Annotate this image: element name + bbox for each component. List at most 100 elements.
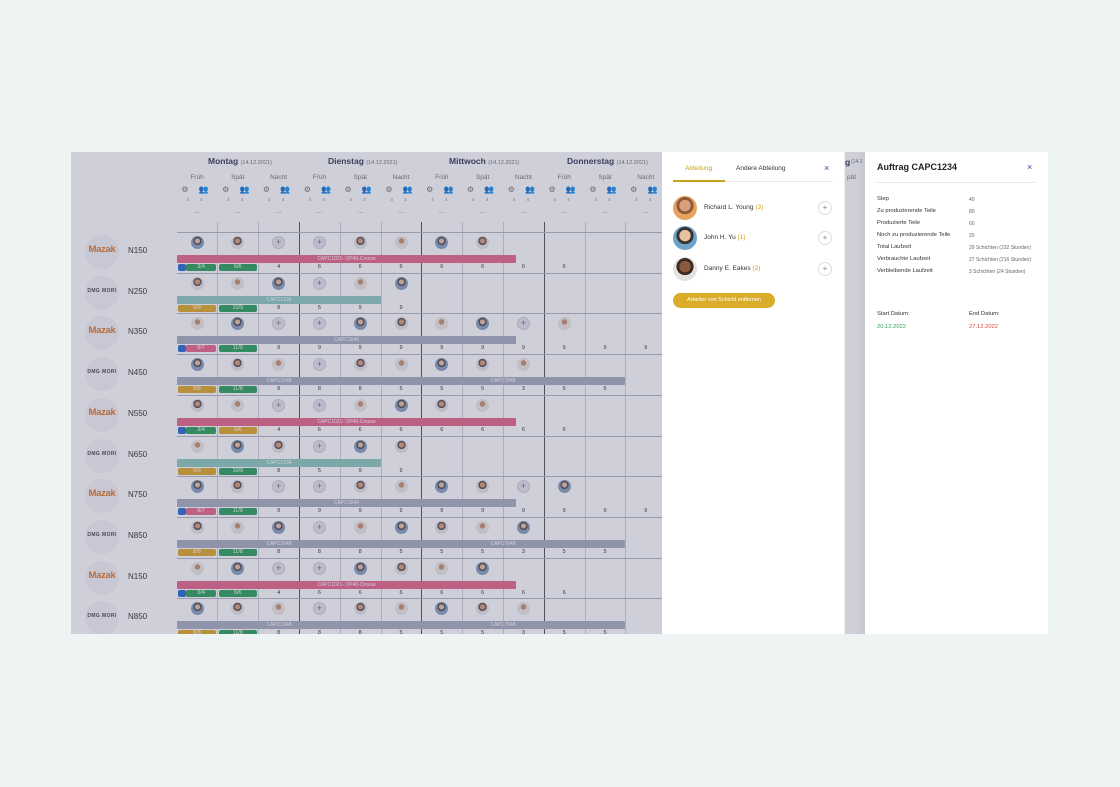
worker-avatar[interactable]: [557, 317, 571, 331]
shift-settings-icon[interactable]: ⚙ 👥: [507, 185, 540, 194]
worker-item[interactable]: Richard L. Young (3) +: [673, 196, 833, 220]
worker-avatar[interactable]: [190, 398, 204, 412]
more-icon[interactable]: ...: [316, 208, 323, 215]
shift-settings-icon[interactable]: ⚙ 👥: [344, 185, 376, 194]
add-worker-button[interactable]: +: [818, 231, 832, 245]
more-icon[interactable]: ...: [357, 208, 364, 215]
worker-avatar[interactable]: [231, 602, 245, 616]
worker-avatar[interactable]: [394, 520, 408, 534]
add-worker-icon[interactable]: +: [312, 398, 326, 412]
more-icon[interactable]: ...: [438, 208, 445, 215]
add-worker-icon[interactable]: +: [272, 317, 286, 331]
order-bar[interactable]: CAPC7848: [381, 621, 625, 630]
worker-avatar[interactable]: [190, 602, 204, 616]
worker-avatar[interactable]: [353, 398, 367, 412]
add-worker-icon[interactable]: +: [312, 480, 326, 494]
worker-avatar[interactable]: [190, 520, 204, 534]
tab-abteilung[interactable]: Abteilung: [685, 165, 713, 172]
worker-avatar[interactable]: [231, 398, 245, 412]
remove-worker-button[interactable]: Arbeiter von Schicht entfernen: [673, 293, 775, 308]
worker-avatar[interactable]: [394, 276, 408, 290]
worker-avatar[interactable]: [394, 602, 408, 616]
worker-avatar[interactable]: [353, 358, 367, 372]
worker-avatar[interactable]: [190, 236, 204, 249]
worker-avatar[interactable]: [353, 480, 367, 494]
order-bar[interactable]: CAPC1021- OP40-Crosse: [177, 255, 516, 263]
worker-item[interactable]: John H. Yu (1) +: [673, 226, 833, 250]
more-icon[interactable]: ...: [479, 208, 486, 215]
worker-avatar[interactable]: [353, 439, 367, 453]
add-worker-icon[interactable]: +: [272, 236, 286, 249]
add-worker-icon[interactable]: +: [312, 439, 326, 453]
shift-settings-icon[interactable]: ⚙ 👥: [630, 185, 662, 194]
worker-avatar[interactable]: [231, 276, 245, 290]
more-icon[interactable]: ...: [194, 208, 200, 215]
order-bar[interactable]: CAPC1021- OP40-Crosse: [177, 417, 516, 426]
worker-avatar[interactable]: [394, 480, 408, 494]
worker-avatar[interactable]: [190, 358, 204, 372]
order-bar[interactable]: CAPC7848: [381, 377, 625, 386]
add-worker-icon[interactable]: +: [312, 317, 326, 331]
worker-avatar[interactable]: [190, 276, 204, 290]
order-bar[interactable]: CAPC7848: [381, 539, 625, 548]
shift-settings-icon[interactable]: ⚙ 👥: [303, 185, 336, 194]
add-worker-icon[interactable]: +: [516, 480, 530, 494]
worker-avatar[interactable]: [394, 317, 408, 331]
add-worker-icon[interactable]: +: [312, 602, 326, 616]
worker-avatar[interactable]: [476, 317, 490, 331]
worker-avatar[interactable]: [272, 520, 286, 534]
worker-avatar[interactable]: [476, 520, 490, 534]
worker-avatar[interactable]: [435, 480, 449, 494]
add-worker-icon[interactable]: +: [272, 398, 286, 412]
worker-avatar[interactable]: [476, 398, 490, 412]
worker-avatar[interactable]: [435, 317, 449, 331]
worker-avatar[interactable]: [231, 236, 245, 249]
worker-avatar[interactable]: [272, 439, 286, 453]
add-worker-icon[interactable]: +: [312, 561, 326, 575]
worker-avatar[interactable]: [516, 602, 530, 616]
worker-avatar[interactable]: [394, 358, 408, 372]
add-worker-icon[interactable]: +: [272, 480, 286, 494]
order-bar[interactable]: CAPC1040: [177, 499, 516, 508]
worker-avatar[interactable]: [394, 439, 408, 453]
worker-avatar[interactable]: [353, 236, 367, 249]
worker-avatar[interactable]: [231, 520, 245, 534]
shift-settings-icon[interactable]: ⚙ 👥: [466, 185, 499, 194]
add-worker-icon[interactable]: +: [312, 276, 326, 290]
worker-avatar[interactable]: [231, 439, 245, 453]
order-bar[interactable]: CAPC1234: [177, 295, 381, 304]
worker-avatar[interactable]: [353, 561, 367, 575]
worker-avatar[interactable]: [435, 358, 449, 372]
more-icon[interactable]: ...: [275, 208, 282, 215]
shift-settings-icon[interactable]: ⚙ 👥: [222, 185, 254, 194]
worker-avatar[interactable]: [190, 561, 204, 575]
more-icon[interactable]: ...: [398, 208, 404, 215]
worker-avatar[interactable]: [190, 439, 204, 453]
worker-avatar[interactable]: [190, 480, 204, 494]
more-icon[interactable]: ...: [561, 208, 568, 215]
worker-avatar[interactable]: [476, 480, 490, 494]
add-worker-icon[interactable]: +: [272, 561, 286, 575]
more-icon[interactable]: ...: [520, 208, 527, 215]
worker-avatar[interactable]: [394, 561, 408, 575]
worker-avatar[interactable]: [394, 236, 408, 249]
worker-avatar[interactable]: [435, 398, 449, 412]
worker-avatar[interactable]: [516, 358, 530, 372]
add-worker-icon[interactable]: +: [312, 236, 326, 249]
worker-avatar[interactable]: [476, 602, 490, 616]
shift-settings-icon[interactable]: ⚙ 👥: [589, 185, 621, 194]
more-icon[interactable]: ...: [234, 208, 241, 215]
worker-avatar[interactable]: [353, 317, 367, 331]
worker-avatar[interactable]: [353, 602, 367, 616]
add-worker-icon[interactable]: +: [516, 317, 530, 331]
add-worker-button[interactable]: +: [818, 262, 832, 276]
worker-avatar[interactable]: [231, 480, 245, 494]
worker-avatar[interactable]: [476, 561, 490, 575]
worker-avatar[interactable]: [231, 358, 245, 372]
worker-avatar[interactable]: [190, 317, 204, 331]
worker-avatar[interactable]: [272, 358, 286, 372]
worker-avatar[interactable]: [476, 358, 490, 372]
worker-avatar[interactable]: [435, 520, 449, 534]
worker-avatar[interactable]: [272, 602, 286, 616]
worker-avatar[interactable]: [353, 520, 367, 534]
